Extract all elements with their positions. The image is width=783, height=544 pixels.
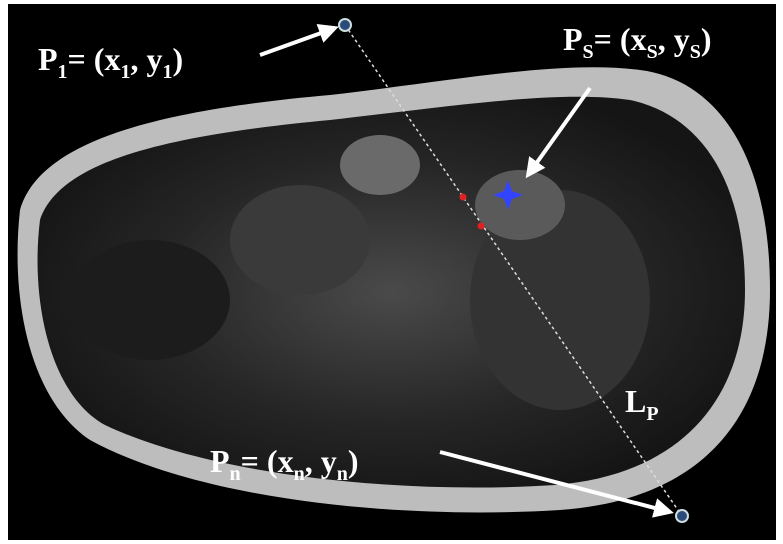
lung — [70, 240, 230, 360]
mri-image — [18, 67, 770, 512]
subscript: P — [646, 403, 658, 425]
subscript: 1 — [120, 61, 130, 83]
subscript: n — [294, 463, 305, 485]
label-text: , y — [658, 21, 690, 57]
subscript: 1 — [58, 61, 68, 83]
label-text: P — [38, 41, 58, 77]
edge-point — [478, 223, 485, 230]
atrium — [475, 170, 565, 240]
label-text: , y — [305, 443, 337, 479]
label-text: P — [563, 21, 583, 57]
label-text: , y — [130, 41, 162, 77]
point-p1 — [339, 19, 351, 31]
label-text: ) — [348, 443, 359, 479]
point-pn — [676, 510, 688, 522]
subscript: S — [583, 41, 594, 63]
aorta — [340, 135, 420, 195]
subscript: 1 — [162, 61, 172, 83]
label-text: P — [210, 443, 230, 479]
subscript: S — [690, 41, 701, 63]
label-text: = (x — [594, 21, 647, 57]
subscript: S — [647, 41, 658, 63]
edge-point — [460, 194, 467, 201]
label-text: ) — [172, 41, 183, 77]
heart-chamber — [230, 185, 370, 295]
label-text: = (x — [68, 41, 121, 77]
subscript: n — [230, 463, 241, 485]
label-text: = (x — [241, 443, 294, 479]
subscript: n — [337, 463, 348, 485]
label-text: ) — [701, 21, 712, 57]
figure: P1= (x1, y1) PS= (xS, yS) Pn= (xn, yn) L… — [0, 0, 783, 544]
label-text: L — [625, 383, 646, 419]
